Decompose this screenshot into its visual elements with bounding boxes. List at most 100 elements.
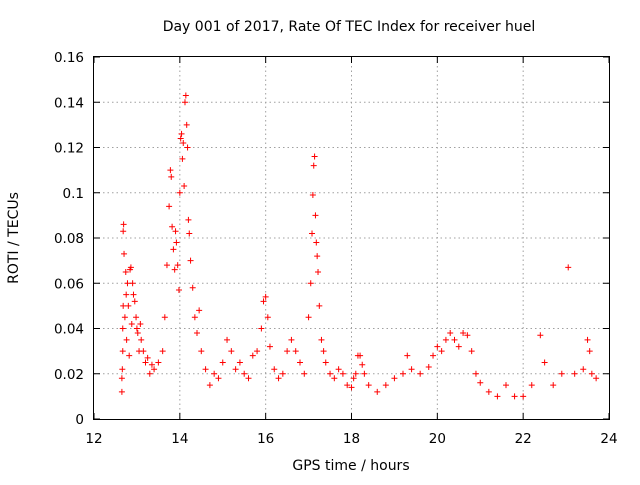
data-point: [327, 370, 334, 377]
data-point: [361, 370, 368, 377]
data-point: [155, 359, 162, 366]
data-point: [168, 173, 175, 180]
data-point: [146, 370, 153, 377]
data-point: [182, 92, 189, 99]
data-point: [584, 336, 591, 343]
data-point: [472, 370, 479, 377]
data-point: [171, 266, 178, 273]
data-point: [254, 348, 261, 355]
data-point: [322, 359, 329, 366]
data-point: [313, 239, 320, 246]
data-point: [312, 212, 319, 219]
data-point: [565, 264, 572, 271]
data-point: [127, 264, 134, 271]
data-point: [121, 250, 128, 257]
y-tick-label: 0.14: [54, 95, 84, 111]
data-point: [305, 314, 312, 321]
data-point: [442, 336, 449, 343]
data-point: [520, 393, 527, 400]
data-point: [169, 223, 176, 230]
grid: [94, 57, 609, 419]
data-point: [477, 379, 484, 386]
data-point: [172, 228, 179, 235]
data-point: [183, 121, 190, 128]
data-point: [130, 291, 137, 298]
data-point: [167, 167, 174, 174]
data-point: [191, 314, 198, 321]
data-point: [121, 314, 128, 321]
data-point: [175, 287, 182, 294]
data-point: [133, 314, 140, 321]
data-point: [179, 155, 186, 162]
chart-title: Day 001 of 2017, Rate Of TEC Index for r…: [163, 19, 536, 35]
data-point: [163, 262, 170, 269]
data-point: [119, 348, 126, 355]
x-tick-label: 12: [85, 431, 102, 447]
data-point: [311, 153, 318, 160]
data-point: [122, 268, 129, 275]
data-point: [307, 280, 314, 287]
data-point: [382, 382, 389, 389]
data-point: [292, 348, 299, 355]
data-point: [309, 230, 316, 237]
data-point: [460, 330, 467, 337]
data-points: [118, 92, 600, 400]
data-point: [350, 375, 357, 382]
data-point: [348, 384, 355, 391]
data-point: [138, 336, 145, 343]
data-point: [331, 375, 338, 382]
x-tick-label: 18: [343, 431, 360, 447]
data-point: [344, 382, 351, 389]
y-tick-label: 0.12: [54, 141, 84, 157]
x-tick-label: 14: [171, 431, 188, 447]
data-point: [176, 189, 183, 196]
data-point: [120, 302, 127, 309]
data-point: [134, 330, 141, 337]
data-point: [131, 298, 138, 305]
data-point: [224, 336, 231, 343]
y-tick-label: 0.08: [54, 231, 84, 247]
data-point: [241, 370, 248, 377]
data-point: [206, 382, 213, 389]
data-point: [189, 284, 196, 291]
y-tick-label: 0: [75, 412, 84, 428]
data-point: [580, 366, 587, 373]
data-point: [400, 370, 406, 377]
data-point: [173, 239, 180, 246]
data-point: [339, 370, 346, 377]
data-point: [187, 257, 194, 264]
data-point: [309, 192, 316, 199]
data-point: [315, 268, 322, 275]
data-point: [178, 130, 185, 137]
data-point: [177, 135, 184, 142]
data-point: [249, 352, 256, 359]
data-point: [455, 343, 462, 350]
y-tick-label: 0.1: [63, 186, 84, 202]
data-point: [430, 352, 437, 359]
x-tick-label: 16: [257, 431, 274, 447]
data-point: [314, 253, 321, 260]
data-point: [159, 348, 166, 355]
data-point: [118, 375, 125, 382]
data-point: [588, 370, 595, 377]
data-point: [124, 280, 131, 287]
data-point: [123, 336, 130, 343]
data-point: [571, 370, 578, 377]
data-point: [215, 375, 222, 382]
data-point: [181, 99, 188, 106]
data-point: [129, 280, 136, 287]
data-point: [425, 363, 432, 370]
data-point: [198, 348, 205, 355]
data-point: [140, 348, 147, 355]
data-point: [142, 359, 149, 366]
data-point: [126, 352, 133, 359]
data-point: [271, 366, 278, 373]
data-point: [186, 230, 193, 237]
data-point: [451, 336, 458, 343]
data-point: [275, 375, 282, 382]
axis-ticks: 12 14 16 18 20 22 24 0 0.02 0.04 0.06 0.08 0.1 0.12 0.…: [54, 50, 618, 447]
data-point: [541, 359, 548, 366]
data-point: [170, 246, 177, 253]
data-point: [120, 221, 127, 228]
data-point: [184, 144, 191, 151]
